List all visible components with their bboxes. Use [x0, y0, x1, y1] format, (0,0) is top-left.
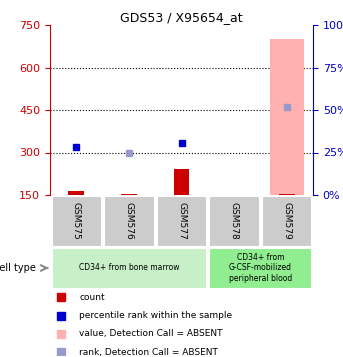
Bar [104, 196, 154, 246]
Text: count: count [79, 293, 105, 302]
Text: value, Detection Call = ABSENT: value, Detection Call = ABSENT [79, 330, 223, 338]
Text: rank, Detection Call = ABSENT: rank, Detection Call = ABSENT [79, 348, 218, 357]
Text: CD34+ from bone marrow: CD34+ from bone marrow [79, 263, 179, 272]
Text: percentile rank within the sample: percentile rank within the sample [79, 311, 232, 320]
Bar [270, 39, 304, 195]
Bar [174, 169, 189, 195]
Bar [262, 196, 311, 246]
Bar [209, 248, 311, 288]
Text: GSM579: GSM579 [282, 202, 291, 240]
Bar [209, 196, 259, 246]
Text: CD34+ from
G-CSF-mobilized
peripheral blood: CD34+ from G-CSF-mobilized peripheral bl… [229, 253, 292, 283]
Bar [51, 196, 101, 246]
Bar [68, 191, 84, 195]
Bar [51, 248, 206, 288]
Text: GSM576: GSM576 [125, 202, 133, 240]
Text: GSM575: GSM575 [72, 202, 81, 240]
Text: GSM578: GSM578 [229, 202, 239, 240]
Bar [157, 196, 206, 246]
Text: GSM577: GSM577 [177, 202, 186, 240]
Title: GDS53 / X95654_at: GDS53 / X95654_at [120, 11, 243, 24]
Text: cell type: cell type [0, 263, 36, 273]
